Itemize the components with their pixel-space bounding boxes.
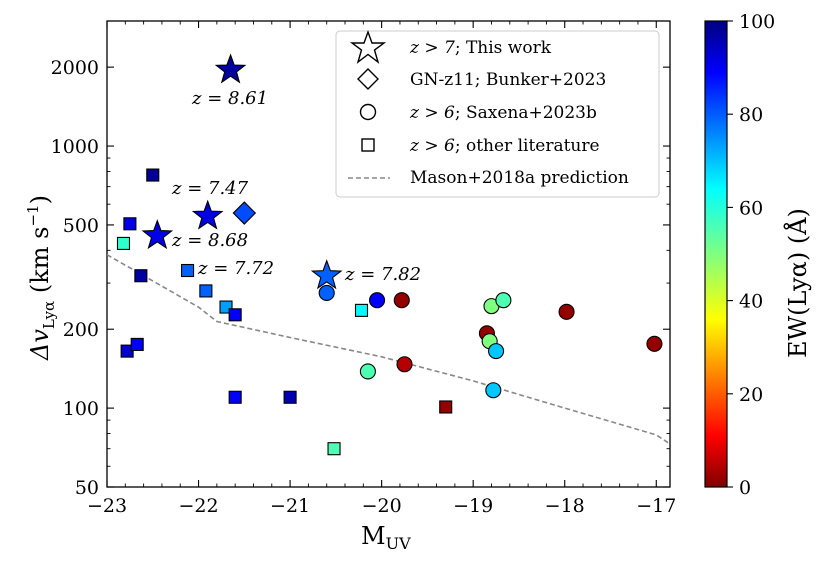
annotation-z868: z = 8.68 <box>171 230 248 251</box>
x-tick-label: −21 <box>270 495 310 517</box>
data-point-circle-3 <box>359 363 376 380</box>
data-point-square-4 <box>181 263 195 278</box>
y-tick-label: 50 <box>75 477 99 499</box>
legend-label-gnz11: GN-z11; Bunker+2023 <box>410 70 606 90</box>
legend-box <box>335 30 660 198</box>
data-point-star-1 <box>191 199 224 230</box>
annotation-z861: z = 8.61 <box>191 88 268 109</box>
colorbar-tick-label: 80 <box>739 104 763 126</box>
colorbar-tick-label: 0 <box>739 477 751 499</box>
legend-label-mason: Mason+2018a prediction <box>410 168 629 188</box>
data-point-circle-6 <box>495 292 512 309</box>
data-point-star-2 <box>141 219 174 250</box>
colorbar-tick-label: 100 <box>739 11 775 33</box>
data-point-diamond-0 <box>232 201 257 225</box>
data-point-circle-9 <box>488 343 505 360</box>
data-point-square-0 <box>146 168 160 182</box>
legend-label-other-literature: z > 6; other literature <box>409 136 600 156</box>
y-tick-label: 1000 <box>51 136 99 158</box>
colorbar: 0 20 40 60 80 100 EW(Lyα) (Å) <box>704 11 812 499</box>
data-point-circle-2 <box>393 292 410 309</box>
y-tick-label: 2000 <box>51 57 99 79</box>
x-tick-label: −23 <box>87 495 127 517</box>
data-point-square-11 <box>228 390 242 404</box>
data-point-circle-10 <box>485 382 502 399</box>
x-tick-label: −22 <box>178 495 218 517</box>
x-tick-label: −17 <box>636 495 676 517</box>
data-point-square-10 <box>130 337 144 351</box>
annotation-z747: z = 7.47 <box>171 178 249 199</box>
data-point-square-5 <box>199 284 213 298</box>
y-tick-label: 500 <box>63 215 99 237</box>
colorbar-tick-label: 40 <box>739 291 763 313</box>
data-point-star-0 <box>214 53 247 84</box>
data-point-square-14 <box>327 442 341 456</box>
y-axis-title: ΔvLyα (km s−1) <box>24 195 58 361</box>
colorbar-title: EW(Lyα) (Å) <box>783 208 812 358</box>
legend-label-saxena: z > 6; Saxena+2023b <box>409 103 597 123</box>
x-axis-title: MUV <box>361 522 411 553</box>
annotation-z782: z = 7.82 <box>344 264 421 285</box>
y-tick-label: 100 <box>63 398 99 420</box>
data-point-square-1 <box>123 217 137 231</box>
data-point-square-3 <box>134 269 148 283</box>
data-point-circle-4 <box>396 356 413 373</box>
legend-star-icon <box>349 29 387 64</box>
data-point-circle-0 <box>318 284 335 302</box>
data-point-square-12 <box>283 390 297 404</box>
legend-circle-icon <box>359 103 377 121</box>
x-tick-label: −20 <box>362 495 402 517</box>
legend-square-icon <box>361 138 375 152</box>
legend-diamond-icon <box>357 68 379 90</box>
mason-prediction-line <box>107 254 670 445</box>
data-point-square-8 <box>354 303 369 317</box>
data-point-star-3 <box>310 259 343 290</box>
legend: z > 7; This work GN-z11; Bunker+2023 z >… <box>335 29 660 198</box>
data-point-square-7 <box>228 308 242 322</box>
legend-label-this-work: z > 7; This work <box>409 38 552 58</box>
data-point-circle-12 <box>646 335 663 352</box>
data-point-square-2 <box>116 236 131 250</box>
y-tick-label: 200 <box>63 319 99 341</box>
data-point-square-13 <box>439 400 453 414</box>
annotation-z772: z = 7.72 <box>197 258 274 279</box>
x-tick-label: −19 <box>453 495 493 517</box>
data-point-circle-1 <box>369 292 386 309</box>
colorbar-tick-label: 20 <box>739 384 763 406</box>
x-tick-label: −18 <box>545 495 585 517</box>
data-point-circle-11 <box>558 303 575 320</box>
colorbar-gradient <box>704 20 728 488</box>
colorbar-tick-label: 60 <box>739 197 763 219</box>
data-point-square-9 <box>120 344 134 358</box>
